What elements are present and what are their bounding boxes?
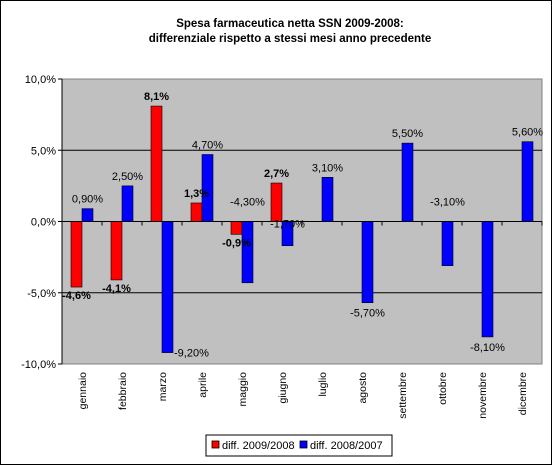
bar <box>70 221 83 288</box>
bar <box>121 185 134 222</box>
bar <box>230 221 243 235</box>
x-category-label: luglio <box>317 372 329 397</box>
data-label: 5,60% <box>512 127 543 139</box>
y-tick-label: 5,0% <box>31 145 56 157</box>
bar <box>270 182 283 222</box>
data-label: 1,3% <box>184 188 209 200</box>
data-label: 8,1% <box>144 91 169 103</box>
x-category-label: aprile <box>197 372 209 398</box>
data-label: -1,70% <box>270 219 305 231</box>
x-category-label: novembre <box>477 372 489 419</box>
bar <box>241 221 254 284</box>
data-label: -5,70% <box>350 308 385 320</box>
data-label: 0,90% <box>72 194 103 206</box>
bar <box>481 221 494 338</box>
data-label: -4,6% <box>62 290 91 302</box>
data-label: -8,10% <box>470 342 505 354</box>
bar <box>190 202 203 222</box>
legend-label-2009-2008: diff. 2009/2008 <box>222 440 295 452</box>
data-label: -3,10% <box>430 197 465 209</box>
legend-swatch-2009-2008 <box>211 440 220 449</box>
data-label: 5,50% <box>392 128 423 140</box>
bar <box>401 142 414 222</box>
legend: diff. 2009/2008 diff. 2008/2007 <box>205 434 393 457</box>
data-label: -4,30% <box>230 197 265 209</box>
data-label: 3,10% <box>312 162 343 174</box>
y-tick-label: -5,0% <box>27 288 56 300</box>
bar <box>161 221 174 353</box>
bars <box>70 105 534 353</box>
data-label: -0,9% <box>222 237 251 249</box>
x-category-label: giugno <box>277 372 289 404</box>
y-tick-label: 0,0% <box>31 217 56 229</box>
data-labels: -4,6% 0,90% -4,1% 2,50% 8,1% -9,20% 1,3% 4,70% -… <box>62 91 543 360</box>
zero-axis <box>61 221 543 226</box>
x-category-label: febbraio <box>117 372 129 410</box>
bar <box>521 141 534 222</box>
legend-label-2008-2007: diff. 2008/2007 <box>310 440 383 452</box>
data-label: 2,50% <box>112 171 143 183</box>
x-category-label: agosto <box>357 372 369 404</box>
bar <box>361 221 374 304</box>
y-tick-label: 10,0% <box>25 74 56 86</box>
data-label: 4,70% <box>192 140 223 152</box>
data-label: -4,1% <box>102 283 131 295</box>
bar <box>110 221 123 281</box>
bar <box>321 177 334 222</box>
x-category-label: gennaio <box>77 372 89 410</box>
chart-title-line-1: Spesa farmaceutica netta SSN 2009-2008: <box>176 18 404 30</box>
data-label: 2,7% <box>264 168 289 180</box>
legend-box <box>205 434 393 457</box>
data-label: -9,20% <box>174 348 209 360</box>
x-category-label: marzo <box>157 372 169 401</box>
y-tick-label: -10,0% <box>21 359 56 371</box>
legend-swatch-2008-2007 <box>299 440 308 449</box>
bar <box>150 105 163 222</box>
chart-title-line-2: differenziale rispetto a stessi mesi ann… <box>149 33 432 45</box>
gridlines <box>62 149 542 294</box>
bar <box>441 221 454 266</box>
bar <box>81 208 94 222</box>
x-category-label: settembre <box>397 372 409 419</box>
x-category-label: dicembre <box>517 372 529 415</box>
x-category-label: ottobre <box>437 372 449 405</box>
x-category-label: maggio <box>237 372 249 407</box>
x-axis-categories: gennaio febbraio marzo aprile maggio giugno lu… <box>77 372 529 419</box>
